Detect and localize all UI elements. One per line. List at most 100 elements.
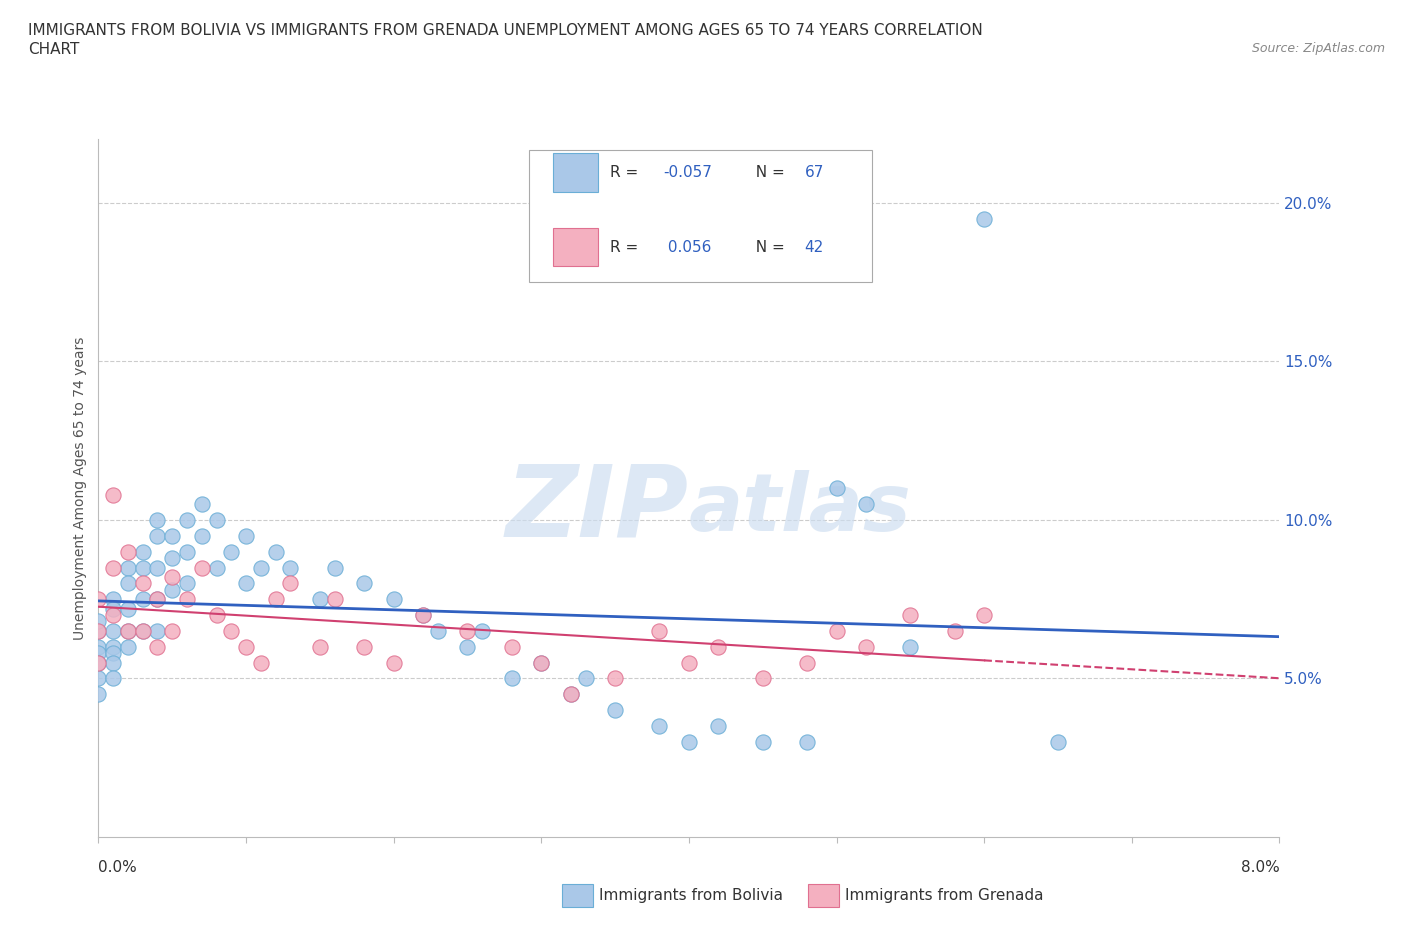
Point [87,623,110,638]
Point [323,591,346,606]
Point [87,687,110,702]
Point [87,591,110,606]
Point [162,551,183,565]
Point [117,602,139,617]
Text: N =: N = [745,240,789,255]
Point [353,576,375,591]
Point [87,639,110,654]
Point [707,639,730,654]
Point [973,607,995,622]
Point [678,655,700,670]
Point [278,576,301,591]
Point [176,512,198,527]
Point [825,623,848,638]
Point [117,576,139,591]
Point [162,623,183,638]
Point [426,623,449,638]
Text: Source: ZipAtlas.com: Source: ZipAtlas.com [1251,42,1385,55]
Text: N =: N = [745,166,789,180]
Point [235,576,257,591]
Point [898,607,921,622]
Point [501,639,523,654]
Point [530,655,553,670]
Point [103,607,124,622]
Point [560,687,582,702]
Point [353,639,375,654]
Text: 42: 42 [804,240,824,255]
Point [648,623,671,638]
Point [146,560,169,575]
Point [87,614,110,629]
Text: R =: R = [610,166,643,180]
Point [574,671,596,686]
Point [560,687,582,702]
Point [117,639,139,654]
Point [132,544,155,559]
Point [751,671,773,686]
Point [162,569,183,584]
Y-axis label: Unemployment Among Ages 65 to 74 years: Unemployment Among Ages 65 to 74 years [73,337,87,640]
Point [146,639,169,654]
Point [501,671,523,686]
Point [146,512,169,527]
Point [146,591,169,606]
Point [103,487,124,502]
Point [162,582,183,597]
Point [87,645,110,660]
Point [103,623,124,638]
Point [235,528,257,543]
Point [191,528,214,543]
Point [264,591,287,606]
Point [205,560,228,575]
Text: -0.057: -0.057 [664,166,711,180]
Point [308,591,332,606]
Text: 0.0%: 0.0% [98,860,138,875]
Point [191,497,214,512]
Point [191,560,214,575]
FancyBboxPatch shape [553,153,598,192]
Point [898,639,921,654]
Point [605,671,627,686]
Point [132,591,155,606]
Text: R =: R = [610,240,643,255]
Text: 0.056: 0.056 [664,240,711,255]
Point [250,655,273,670]
Point [278,560,301,575]
Point [132,576,155,591]
Point [103,602,124,617]
Point [87,623,110,638]
Point [530,655,553,670]
Point [412,607,434,622]
Point [1046,735,1069,750]
Point [87,655,110,670]
Point [235,639,257,654]
Point [219,544,242,559]
Point [456,639,478,654]
Point [605,703,627,718]
Point [117,560,139,575]
Point [707,719,730,734]
Point [796,655,818,670]
Text: CHART: CHART [28,42,80,57]
Text: Immigrants from Bolivia: Immigrants from Bolivia [599,888,783,903]
Text: ZIP: ZIP [506,460,689,558]
Point [796,735,818,750]
Point [456,623,478,638]
Point [323,560,346,575]
Point [132,623,155,638]
Point [412,607,434,622]
Text: IMMIGRANTS FROM BOLIVIA VS IMMIGRANTS FROM GRENADA UNEMPLOYMENT AMONG AGES 65 TO: IMMIGRANTS FROM BOLIVIA VS IMMIGRANTS FR… [28,23,983,38]
Text: 67: 67 [804,166,824,180]
Text: 8.0%: 8.0% [1240,860,1279,875]
Point [87,655,110,670]
FancyBboxPatch shape [530,150,872,283]
Point [382,591,405,606]
Point [205,607,228,622]
Point [132,623,155,638]
Text: Immigrants from Grenada: Immigrants from Grenada [845,888,1043,903]
Point [117,623,139,638]
Point [162,528,183,543]
Point [103,645,124,660]
Point [943,623,966,638]
Point [264,544,287,559]
